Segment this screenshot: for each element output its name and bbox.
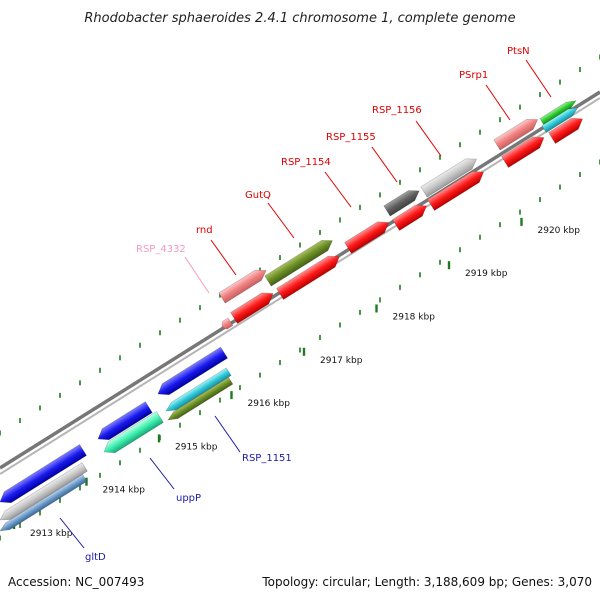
gene-label-leader bbox=[485, 84, 511, 121]
gene-label: RSP_1156 bbox=[372, 105, 422, 116]
kbp-tick-label: 2914 kbp bbox=[103, 486, 146, 496]
gene-label: PSrp1 bbox=[459, 70, 488, 81]
gene-label: RSP_1155 bbox=[326, 132, 376, 143]
kbp-tick-label: 2919 kbp bbox=[465, 269, 508, 279]
gene-label-leader bbox=[149, 457, 175, 490]
gene-label-leader bbox=[59, 517, 85, 549]
gene-label-leader bbox=[324, 171, 352, 208]
gene-arrow bbox=[548, 117, 583, 144]
accession-text: Accession: NC_007493 bbox=[8, 575, 144, 589]
gene-label-leader bbox=[184, 256, 210, 294]
gene-arrow bbox=[0, 444, 87, 504]
kbp-tick-label: 2915 kbp bbox=[175, 442, 218, 452]
gene-arrow bbox=[221, 317, 234, 330]
outer-tick-row bbox=[0, 54, 600, 436]
gene-arrow bbox=[501, 136, 545, 168]
kbp-tick-label: 2916 kbp bbox=[248, 399, 291, 409]
gene-arrow bbox=[541, 107, 579, 133]
gene-arrow bbox=[230, 292, 274, 324]
gene-callouts: gltD uppP RSP_1151 RSP_4332 rnd GutQ RSP… bbox=[59, 46, 552, 563]
kbp-tick-label: 2913 kbp bbox=[30, 529, 73, 539]
gene-arrow bbox=[264, 240, 333, 287]
gene-arrow bbox=[218, 269, 267, 304]
gene-arrow bbox=[97, 401, 153, 441]
gene-label: RSP_1154 bbox=[281, 157, 331, 168]
gene-label-leader bbox=[415, 120, 442, 157]
gene-label: RSP_4332 bbox=[136, 244, 186, 255]
kbp-tick-label: 2918 kbp bbox=[393, 313, 436, 323]
gene-arrow bbox=[276, 255, 340, 300]
inner-tick-row bbox=[0, 159, 600, 541]
gene-arrow bbox=[167, 376, 234, 421]
gene-label-leader bbox=[267, 202, 295, 239]
gene-arrow bbox=[0, 474, 88, 532]
kbp-tick-label: 2920 kbp bbox=[538, 226, 581, 236]
gene-arrow bbox=[165, 367, 232, 412]
gene-arrow bbox=[103, 411, 164, 454]
gene-label: PtsN bbox=[507, 46, 530, 57]
gene-label-leader bbox=[214, 415, 241, 453]
gene-label: rnd bbox=[196, 225, 213, 236]
gene-label: RSP_1151 bbox=[242, 453, 292, 464]
gene-arrow bbox=[493, 118, 539, 151]
gene-arrow bbox=[0, 462, 88, 521]
gene-label-leader bbox=[525, 59, 552, 98]
gene-arrow bbox=[427, 171, 484, 211]
gene-label-leader bbox=[210, 239, 237, 276]
gene-arrow bbox=[392, 204, 427, 231]
gene-label-leader bbox=[371, 146, 398, 183]
genome-summary-text: Topology: circular; Length: 3,188,609 bp… bbox=[261, 575, 592, 589]
gene-arrow bbox=[420, 158, 477, 198]
gene-arrow bbox=[344, 221, 390, 254]
gene-arrow bbox=[539, 100, 577, 126]
gene-features bbox=[0, 100, 583, 532]
gene-label: gltD bbox=[85, 552, 106, 563]
gene-arrow bbox=[157, 346, 228, 396]
gene-label: uppP bbox=[176, 493, 201, 504]
map-title: Rhodobacter sphaeroides 2.4.1 chromosome… bbox=[84, 11, 515, 26]
gene-arrow bbox=[383, 190, 420, 217]
gene-label: GutQ bbox=[245, 190, 271, 201]
kbp-tick-label: 2917 kbp bbox=[320, 356, 363, 366]
